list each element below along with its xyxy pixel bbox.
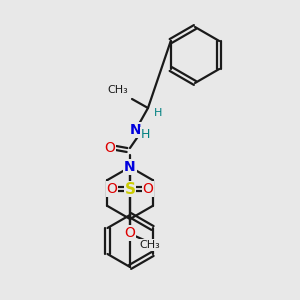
Text: N: N [130, 123, 142, 137]
Text: O: O [142, 182, 153, 196]
Text: O: O [106, 182, 117, 196]
Text: N: N [124, 160, 136, 174]
Text: O: O [105, 141, 116, 155]
Text: CH₃: CH₃ [108, 85, 128, 95]
Text: S: S [124, 182, 136, 196]
Text: H: H [140, 128, 150, 140]
Text: O: O [124, 226, 135, 240]
Text: CH₃: CH₃ [140, 240, 160, 250]
Text: H: H [154, 108, 162, 118]
